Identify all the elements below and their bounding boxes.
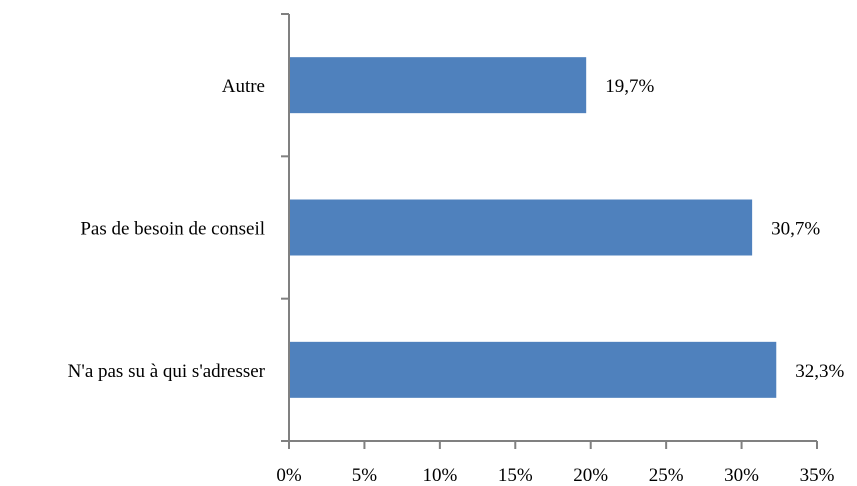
x-tick-label: 35% xyxy=(800,465,835,486)
category-label: Pas de besoin de conseil xyxy=(80,219,265,240)
x-tick-label: 20% xyxy=(573,465,608,486)
category-labels-group: Autre Pas de besoin de conseil N'a pas su … xyxy=(68,76,266,382)
x-tick-labels-group: 0% 5% 10% 15% 20% 25% 30% 35% xyxy=(276,465,834,486)
bar xyxy=(289,57,587,114)
category-label: N'a pas su à qui s'adresser xyxy=(68,361,266,382)
y-ticks-group xyxy=(281,13,289,442)
x-ticks-group xyxy=(288,441,818,449)
x-tick-label: 10% xyxy=(422,465,457,486)
bar xyxy=(289,199,753,256)
category-label: Autre xyxy=(222,76,265,97)
bars-group xyxy=(289,57,777,398)
x-tick-label: 30% xyxy=(724,465,759,486)
x-tick-label: 15% xyxy=(498,465,533,486)
data-label: 32,3% xyxy=(795,361,844,382)
data-labels-group: 19,7% 30,7% 32,3% xyxy=(605,76,844,382)
x-tick-label: 25% xyxy=(649,465,684,486)
data-label: 30,7% xyxy=(771,219,820,240)
axes-group xyxy=(281,14,817,442)
x-tick-label: 5% xyxy=(352,465,378,486)
bar xyxy=(289,341,777,398)
data-label: 19,7% xyxy=(605,76,654,97)
x-tick-label: 0% xyxy=(276,465,302,486)
